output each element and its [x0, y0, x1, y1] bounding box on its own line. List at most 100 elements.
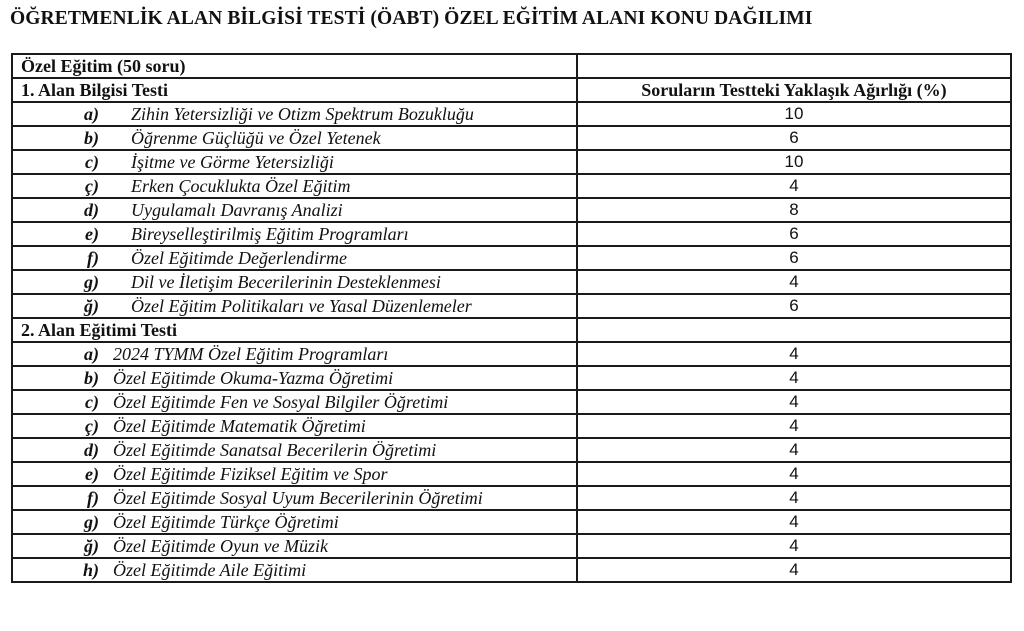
- section-header-row: 1. Alan Bilgisi Testi Soruların Testteki …: [11, 77, 1012, 103]
- topic-cell: ğ) Özel Eğitimde Oyun ve Müzik: [11, 533, 578, 559]
- weight-value: 10: [576, 101, 1012, 127]
- weight-value: 6: [576, 221, 1012, 247]
- topic-name: Dil ve İletişim Becerilerinin Desteklenm…: [131, 272, 441, 292]
- weight-value: 4: [576, 557, 1012, 583]
- table-row: f) Özel Eğitimde Sosyal Uyum Becerilerini…: [11, 485, 1012, 511]
- weight-value: 4: [576, 389, 1012, 415]
- table-row: g) Özel Eğitimde Türkçe Öğretimi 4: [11, 509, 1012, 535]
- topic-name: Özel Eğitimde Aile Eğitimi: [113, 560, 307, 580]
- table-top-row: Özel Eğitim (50 soru): [11, 53, 1012, 79]
- topic-cell: d) Özel Eğitimde Sanatsal Becerilerin Öğr…: [11, 437, 578, 463]
- topic-name: Uygulamalı Davranış Analizi: [131, 200, 343, 220]
- weight-value: 4: [576, 365, 1012, 391]
- topic-name: Özel Eğitimde Matematik Öğretimi: [113, 416, 366, 436]
- topic-cell: f) Özel Eğitimde Sosyal Uyum Becerilerini…: [11, 485, 578, 511]
- table-row: d) Özel Eğitimde Sanatsal Becerilerin Öğr…: [11, 437, 1012, 463]
- topic-name: Özel Eğitimde Değerlendirme: [131, 248, 347, 268]
- topic-cell: g) Dil ve İletişim Becerilerinin Destekle…: [11, 269, 578, 295]
- weight-value: 4: [576, 533, 1012, 559]
- table-row: ğ) Özel Eğitimde Oyun ve Müzik 4: [11, 533, 1012, 559]
- weight-value: 8: [576, 197, 1012, 223]
- weight-value: 4: [576, 461, 1012, 487]
- table-row: ç) Erken Çocuklukta Özel Eğitim 4: [11, 173, 1012, 199]
- topic-name: Özel Eğitim Politikaları ve Yasal Düzenl…: [131, 296, 472, 316]
- item-letter: e): [85, 464, 99, 484]
- section-title: 2. Alan Eğitimi Testi: [11, 317, 578, 343]
- weight-value: 6: [576, 125, 1012, 151]
- item-letter: ç): [85, 416, 99, 436]
- section-header-row: 2. Alan Eğitimi Testi: [11, 317, 1012, 343]
- table-row: c) Özel Eğitimde Fen ve Sosyal Bilgiler Ö…: [11, 389, 1012, 415]
- weight-value: 4: [576, 437, 1012, 463]
- topic-name: Özel Eğitimde Okuma-Yazma Öğretimi: [113, 368, 394, 388]
- topic-cell: e) Özel Eğitimde Fiziksel Eğitim ve Spor: [11, 461, 578, 487]
- topic-distribution-table: Özel Eğitim (50 soru) 1. Alan Bilgisi Te…: [11, 53, 1012, 583]
- empty-cell: [576, 317, 1012, 343]
- exam-label: Özel Eğitim (50 soru): [11, 53, 578, 79]
- topic-cell: f) Özel Eğitimde Değerlendirme: [11, 245, 578, 271]
- item-letter: g): [84, 512, 99, 532]
- weight-column-header: Soruların Testteki Yaklaşık Ağırlığı (%): [576, 77, 1012, 103]
- topic-cell: a) 2024 TYMM Özel Eğitim Programları: [11, 341, 578, 367]
- item-letter: ğ): [84, 536, 99, 556]
- table-row: a) 2024 TYMM Özel Eğitim Programları 4: [11, 341, 1012, 367]
- item-letter: g): [84, 272, 99, 292]
- table-row: f) Özel Eğitimde Değerlendirme 6: [11, 245, 1012, 271]
- table-row: b) Özel Eğitimde Okuma-Yazma Öğretimi 4: [11, 365, 1012, 391]
- topic-cell: b) Öğrenme Güçlüğü ve Özel Yetenek: [11, 125, 578, 151]
- table-row: ğ) Özel Eğitim Politikaları ve Yasal Düze…: [11, 293, 1012, 319]
- item-letter: f): [87, 488, 99, 508]
- item-letter: d): [84, 440, 99, 460]
- topic-name: Öğrenme Güçlüğü ve Özel Yetenek: [131, 128, 381, 148]
- item-letter: h): [82, 560, 99, 580]
- topic-cell: c) Özel Eğitimde Fen ve Sosyal Bilgiler Ö…: [11, 389, 578, 415]
- weight-value: 10: [576, 149, 1012, 175]
- weight-value: 4: [576, 485, 1012, 511]
- item-letter: a): [84, 344, 99, 364]
- item-letter: c): [85, 392, 99, 412]
- topic-cell: h) Özel Eğitimde Aile Eğitimi: [11, 557, 578, 583]
- empty-cell: [576, 53, 1012, 79]
- item-letter: b): [84, 128, 99, 148]
- topic-name: Özel Eğitimde Türkçe Öğretimi: [113, 512, 339, 532]
- item-letter: c): [85, 152, 99, 172]
- item-letter: e): [85, 224, 99, 244]
- table-row: ç) Özel Eğitimde Matematik Öğretimi 4: [11, 413, 1012, 439]
- topic-name: Özel Eğitimde Oyun ve Müzik: [113, 536, 328, 556]
- weight-value: 4: [576, 341, 1012, 367]
- topic-name: Özel Eğitimde Sanatsal Becerilerin Öğret…: [113, 440, 437, 460]
- table-row: a) Zihin Yetersizliği ve Otizm Spektrum B…: [11, 101, 1012, 127]
- weight-value: 4: [576, 173, 1012, 199]
- item-letter: ğ): [84, 296, 99, 316]
- section-title: 1. Alan Bilgisi Testi: [11, 77, 578, 103]
- item-letter: a): [84, 104, 99, 124]
- topic-name: Zihin Yetersizliği ve Otizm Spektrum Boz…: [131, 104, 474, 124]
- item-letter: f): [87, 248, 99, 268]
- table-row: e) Özel Eğitimde Fiziksel Eğitim ve Spor 4: [11, 461, 1012, 487]
- topic-name: İşitme ve Görme Yetersizliği: [131, 152, 334, 172]
- table-row: b) Öğrenme Güçlüğü ve Özel Yetenek 6: [11, 125, 1012, 151]
- item-letter: ç): [85, 176, 99, 196]
- topic-cell: ğ) Özel Eğitim Politikaları ve Yasal Düze…: [11, 293, 578, 319]
- topic-cell: e) Bireyselleştirilmiş Eğitim Programları: [11, 221, 578, 247]
- topic-name: Özel Eğitimde Fen ve Sosyal Bilgiler Öğr…: [113, 392, 449, 412]
- weight-value: 4: [576, 413, 1012, 439]
- table-row: e) Bireyselleştirilmiş Eğitim Programları…: [11, 221, 1012, 247]
- item-letter: d): [84, 200, 99, 220]
- table-row: h) Özel Eğitimde Aile Eğitimi 4: [11, 557, 1012, 583]
- topic-cell: ç) Özel Eğitimde Matematik Öğretimi: [11, 413, 578, 439]
- document-title: ÖĞRETMENLİK ALAN BİLGİSİ TESTİ (ÖABT) ÖZ…: [10, 8, 813, 29]
- topic-cell: b) Özel Eğitimde Okuma-Yazma Öğretimi: [11, 365, 578, 391]
- weight-value: 6: [576, 245, 1012, 271]
- table-row: c) İşitme ve Görme Yetersizliği 10: [11, 149, 1012, 175]
- item-letter: b): [84, 368, 99, 388]
- topic-name: Erken Çocuklukta Özel Eğitim: [131, 176, 351, 196]
- weight-value: 4: [576, 269, 1012, 295]
- table-row: d) Uygulamalı Davranış Analizi 8: [11, 197, 1012, 223]
- topic-cell: ç) Erken Çocuklukta Özel Eğitim: [11, 173, 578, 199]
- topic-cell: g) Özel Eğitimde Türkçe Öğretimi: [11, 509, 578, 535]
- topic-cell: c) İşitme ve Görme Yetersizliği: [11, 149, 578, 175]
- topic-name: 2024 TYMM Özel Eğitim Programları: [113, 344, 389, 364]
- weight-value: 4: [576, 509, 1012, 535]
- topic-cell: a) Zihin Yetersizliği ve Otizm Spektrum B…: [11, 101, 578, 127]
